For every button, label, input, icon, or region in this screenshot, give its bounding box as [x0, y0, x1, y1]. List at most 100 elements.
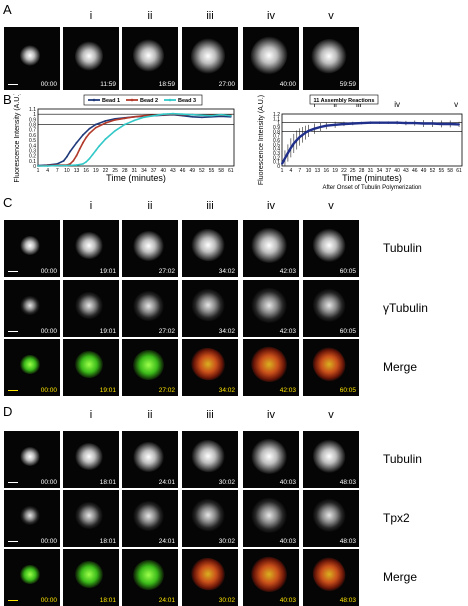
timestamp: 59:59 — [339, 81, 356, 88]
data-point — [287, 152, 289, 154]
column-label: i — [89, 10, 93, 22]
y-tick-label: 0.4 — [273, 147, 280, 153]
y-tick-label: 1.2 — [273, 112, 280, 118]
data-point — [75, 141, 78, 144]
cell-signal — [244, 221, 294, 270]
data-point — [143, 114, 145, 117]
y-tick-label: 1 — [33, 112, 36, 118]
timestamp: 18:01 — [99, 597, 116, 604]
panel-d-row2-tile: 40:03 — [243, 549, 299, 606]
plot-frame — [281, 113, 463, 167]
data-point — [104, 138, 107, 140]
data-point — [94, 123, 97, 126]
x-tick-label: 34 — [141, 168, 147, 174]
y-tick-label: 1.1 — [273, 116, 280, 122]
timestamp: 00:00 — [40, 538, 57, 545]
cell-signal — [306, 551, 352, 598]
timepoint-marker: iii — [356, 100, 362, 109]
column-label: iii — [206, 200, 214, 212]
data-point — [191, 115, 194, 118]
data-point — [210, 114, 213, 117]
legend-marker — [130, 98, 134, 102]
timestamp: 18:59 — [158, 81, 175, 88]
panel-c-row2-tile: 00:00 — [4, 339, 60, 396]
x-tick-label: 19 — [332, 168, 338, 174]
y-axis-label: Fluorescence Intensity (A.U.) — [258, 95, 265, 185]
data-point — [143, 116, 145, 119]
cell-signal — [244, 432, 294, 481]
x-axis-label: Time (minutes) — [106, 173, 166, 183]
data-point — [94, 149, 97, 152]
panel-c-row2-tile: 34:02 — [182, 339, 238, 396]
data-point — [378, 121, 381, 124]
scale-bar — [8, 599, 18, 601]
timestamp: 42:03 — [279, 268, 296, 275]
data-point — [114, 118, 117, 121]
data-point — [75, 154, 78, 157]
panel-c-row1-tile: 00:00 — [4, 280, 60, 337]
data-point — [292, 142, 295, 145]
y-axis-label: Fluorescence Intensity (A.U.) — [14, 94, 21, 183]
data-point — [200, 114, 203, 117]
timepoint-marker: ii — [333, 100, 337, 109]
data-point — [62, 159, 65, 162]
panel-d-row1-tile: 00:00 — [4, 490, 60, 547]
timestamp: 40:03 — [279, 479, 296, 486]
cell-signal — [72, 348, 106, 381]
legend-marker — [92, 98, 96, 102]
timestamp: 34:02 — [218, 387, 235, 394]
data-point — [69, 163, 72, 165]
x-tick-label: 55 — [209, 168, 215, 174]
bead-intensity-chart: 00.10.20.30.40.50.60.70.80.911.11 4 7 10 13 1… — [14, 94, 235, 183]
x-tick-label: 49 — [189, 168, 195, 174]
x-tick-label: 37 — [151, 168, 157, 174]
cell-signal — [244, 550, 294, 599]
x-tick-label: 52 — [199, 168, 205, 174]
data-point — [319, 126, 322, 128]
data-point — [440, 123, 443, 125]
x-tick-label: 40 — [394, 168, 400, 174]
y-tick-label: 0.3 — [273, 151, 280, 157]
legend-marker — [168, 98, 172, 102]
timestamp: 27:00 — [218, 81, 235, 88]
data-point — [78, 148, 81, 150]
panel-d-row2-tile: 18:01 — [63, 549, 119, 606]
timestamp: 48:03 — [339, 538, 356, 545]
data-point — [94, 126, 97, 129]
timestamp: 24:01 — [158, 479, 175, 486]
cell-signal — [20, 565, 40, 584]
data-point — [46, 165, 49, 167]
column-label: ii — [147, 10, 153, 22]
x-tick-label: 16 — [323, 168, 329, 174]
cell-signal — [72, 558, 106, 591]
panel-c-row0-tile: 60:05 — [303, 220, 359, 277]
panel-d-row1-tile: 24:01 — [122, 490, 178, 547]
panel-letter-d: D — [3, 404, 13, 419]
panel-c-row2-tile: 19:01 — [63, 339, 119, 396]
y-tick-label: 1.1 — [29, 107, 36, 113]
data-point — [98, 145, 100, 148]
timestamp: 00:00 — [40, 479, 57, 486]
timestamp: 24:01 — [158, 597, 175, 604]
timestamp: 00:00 — [40, 268, 57, 275]
data-point — [405, 122, 407, 124]
data-point — [133, 115, 136, 118]
panel-c-row1-tile: 42:03 — [243, 280, 299, 337]
cell-signal — [186, 32, 230, 79]
data-point — [114, 129, 117, 132]
y-tick-label: 0.1 — [273, 160, 280, 166]
x-tick-label: 31 — [368, 168, 374, 174]
data-point — [449, 123, 452, 125]
panel-c-row0-tile: 34:02 — [182, 220, 238, 277]
series-line-3 — [38, 112, 231, 167]
data-point — [72, 159, 75, 162]
data-point — [413, 122, 416, 124]
y-tick-label: 0.9 — [273, 125, 280, 131]
title-box — [309, 94, 379, 105]
legend-label: Bead 1 — [102, 98, 120, 104]
data-point — [200, 116, 203, 119]
column-label: v — [328, 409, 334, 421]
cell-signal — [186, 553, 230, 596]
panel-d-row0-tile: 40:03 — [243, 431, 299, 488]
panel-d-row0-tile: 24:01 — [122, 431, 178, 488]
